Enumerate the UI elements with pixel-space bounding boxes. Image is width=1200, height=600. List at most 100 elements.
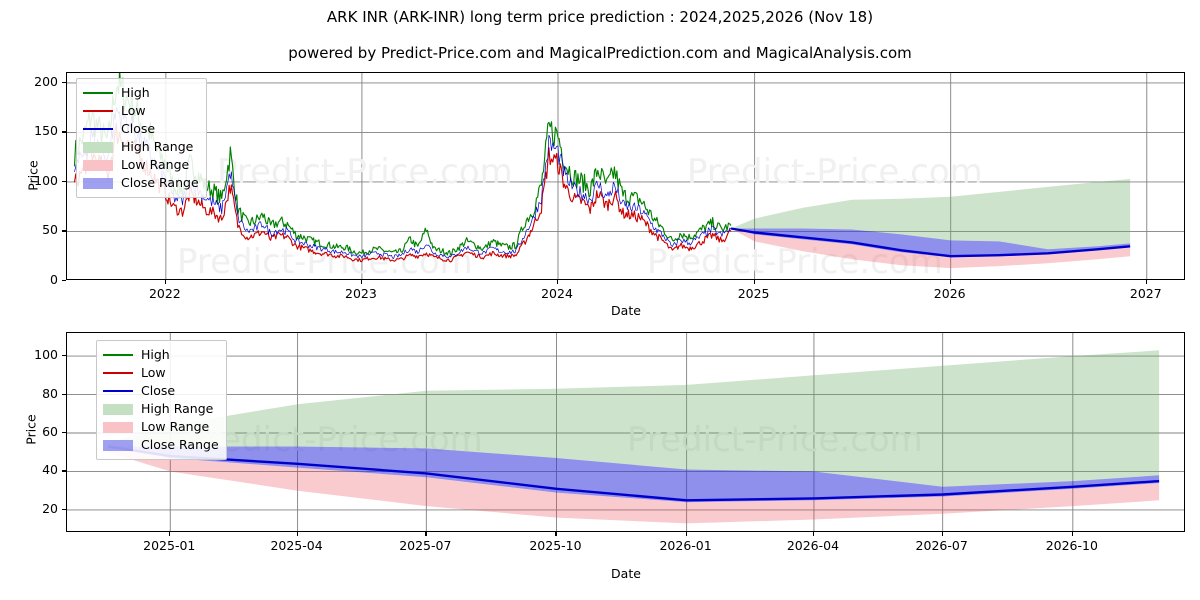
bottom-x-axis-label: Date — [611, 566, 641, 581]
legend-patch-swatch-icon — [103, 421, 133, 433]
y-axis-tick-mark — [62, 393, 66, 395]
legend-line-swatch-icon — [103, 385, 133, 397]
x-axis-tick-mark — [360, 280, 363, 284]
x-axis-tick-mark — [425, 532, 427, 536]
bottom-legend-item: Low — [103, 364, 219, 382]
y-axis-tick-mark — [62, 81, 66, 84]
x-axis-tick-label: 2026 — [933, 286, 966, 301]
legend-swatch — [83, 160, 113, 171]
x-axis-tick-mark — [1145, 280, 1147, 284]
y-axis-tick-label: 40 — [42, 462, 58, 478]
legend-swatch — [83, 128, 113, 131]
svg-text:Predict-Price.com: Predict-Price.com — [177, 242, 473, 280]
top-legend-item: Close — [83, 120, 199, 138]
bottom-legend-item: High — [103, 346, 219, 364]
legend-item-label: Close — [141, 382, 176, 398]
legend-patch-swatch-icon — [103, 439, 133, 451]
x-axis-tick-label: 2026-01 — [659, 538, 712, 553]
chart-subtitle: powered by Predict-Price.com and Magical… — [288, 44, 912, 62]
legend-swatch — [103, 440, 133, 451]
legend-item-label: Low — [141, 364, 166, 380]
x-axis-tick-label: 2025-07 — [399, 538, 452, 553]
legend-swatch — [83, 142, 113, 153]
legend-swatch — [103, 404, 133, 415]
legend-swatch — [83, 92, 113, 95]
x-axis-tick-mark — [949, 280, 951, 284]
x-axis-tick-mark — [941, 532, 943, 536]
legend-item-label: High Range — [121, 138, 194, 154]
top-legend-item: Low Range — [83, 156, 199, 174]
legend-line-swatch-icon — [83, 87, 113, 99]
legend-swatch — [103, 390, 133, 393]
x-axis-tick-label: 2023 — [345, 286, 377, 301]
legend-item-label: Close Range — [141, 436, 219, 452]
legend-patch-swatch-icon — [83, 159, 113, 171]
top-legend-item: Close Range — [83, 174, 199, 192]
x-axis-tick-label: 2026-07 — [915, 538, 968, 553]
y-axis-tick-label: 200 — [34, 73, 58, 89]
y-axis-tick-mark — [62, 470, 66, 472]
x-axis-tick-label: 2024 — [541, 286, 573, 301]
y-axis-tick-mark — [62, 131, 66, 133]
legend-patch-swatch-icon — [83, 177, 113, 189]
x-axis-tick-label: 2025 — [737, 286, 770, 301]
top-plot-area: Predict-Price.com Predict-Price.com Predic… — [66, 72, 1185, 280]
legend-line-swatch-icon — [83, 105, 113, 117]
y-axis-tick-label: 150 — [34, 123, 58, 139]
bottom-chart-panel: Predict-Price.com Predict-Price.com — [66, 332, 1185, 532]
chart-title: ARK INR (ARK-INR) long term price predic… — [326, 8, 874, 26]
y-axis-tick-label: 60 — [42, 424, 58, 439]
x-axis-tick-label: 2022 — [148, 286, 181, 301]
x-axis-tick-mark — [557, 280, 559, 284]
y-axis-tick-label: 20 — [42, 500, 58, 516]
x-axis-tick-label: 2025-10 — [529, 538, 582, 553]
legend-patch-swatch-icon — [103, 403, 133, 415]
bottom-plot-canvas: Predict-Price.com Predict-Price.com — [67, 333, 1184, 531]
svg-text:Predict-Price.com: Predict-Price.com — [217, 152, 513, 192]
legend-patch-swatch-icon — [83, 141, 113, 153]
legend-item-label: Low — [121, 102, 146, 118]
y-axis-tick-mark — [62, 432, 66, 434]
x-axis-tick-label: 2027 — [1129, 286, 1162, 301]
legend-item-label: Low Range — [121, 156, 190, 172]
bottom-legend-item: Close — [103, 382, 219, 400]
y-axis-tick-mark — [62, 508, 66, 511]
svg-text:Predict-Price.com: Predict-Price.com — [687, 152, 983, 192]
x-axis-tick-mark — [1071, 532, 1073, 536]
legend-swatch — [83, 178, 113, 189]
legend-line-swatch-icon — [83, 123, 113, 135]
legend-item-label: Close Range — [121, 174, 199, 190]
bottom-y-axis-label: Price — [23, 414, 39, 445]
legend-swatch — [103, 422, 133, 433]
x-axis-tick-label: 2025-01 — [143, 538, 196, 553]
top-x-axis-label: Date — [611, 303, 641, 318]
top-legend-item: Low — [83, 102, 199, 120]
top-chart-panel: Predict-Price.com Predict-Price.com Predic… — [66, 72, 1185, 280]
x-axis-tick-label: 2026-04 — [786, 538, 840, 553]
legend-line-swatch-icon — [103, 367, 133, 379]
x-axis-tick-mark — [164, 280, 167, 284]
y-axis-tick-label: 80 — [42, 385, 58, 401]
bottom-plot-area: Predict-Price.com Predict-Price.com — [66, 332, 1185, 532]
x-axis-tick-mark — [753, 280, 755, 284]
x-axis-tick-mark — [812, 532, 815, 536]
y-axis-tick-label: 100 — [34, 347, 58, 363]
bottom-legend-item: Low Range — [103, 418, 219, 436]
legend-swatch — [83, 110, 113, 113]
legend-swatch — [103, 372, 133, 375]
y-axis-tick-label: 50 — [42, 222, 58, 238]
y-axis-tick-label: 0 — [50, 272, 58, 287]
x-axis-tick-mark — [169, 532, 171, 536]
y-axis-tick-mark — [62, 280, 66, 282]
legend-item-label: Low Range — [141, 418, 210, 434]
legend-swatch — [103, 354, 133, 357]
bottom-legend: High Low Close High Range Low Range Close Ran… — [96, 340, 227, 460]
y-axis-tick-mark — [62, 230, 66, 232]
legend-line-swatch-icon — [103, 349, 133, 361]
legend-item-label: High — [141, 346, 170, 362]
legend-item-label: Close — [121, 120, 156, 136]
top-y-axis-label: Price — [25, 160, 41, 191]
top-plot-canvas: Predict-Price.com Predict-Price.com Predic… — [67, 73, 1184, 280]
top-legend-item: High Range — [83, 138, 199, 156]
bottom-legend-item: Close Range — [103, 436, 219, 454]
